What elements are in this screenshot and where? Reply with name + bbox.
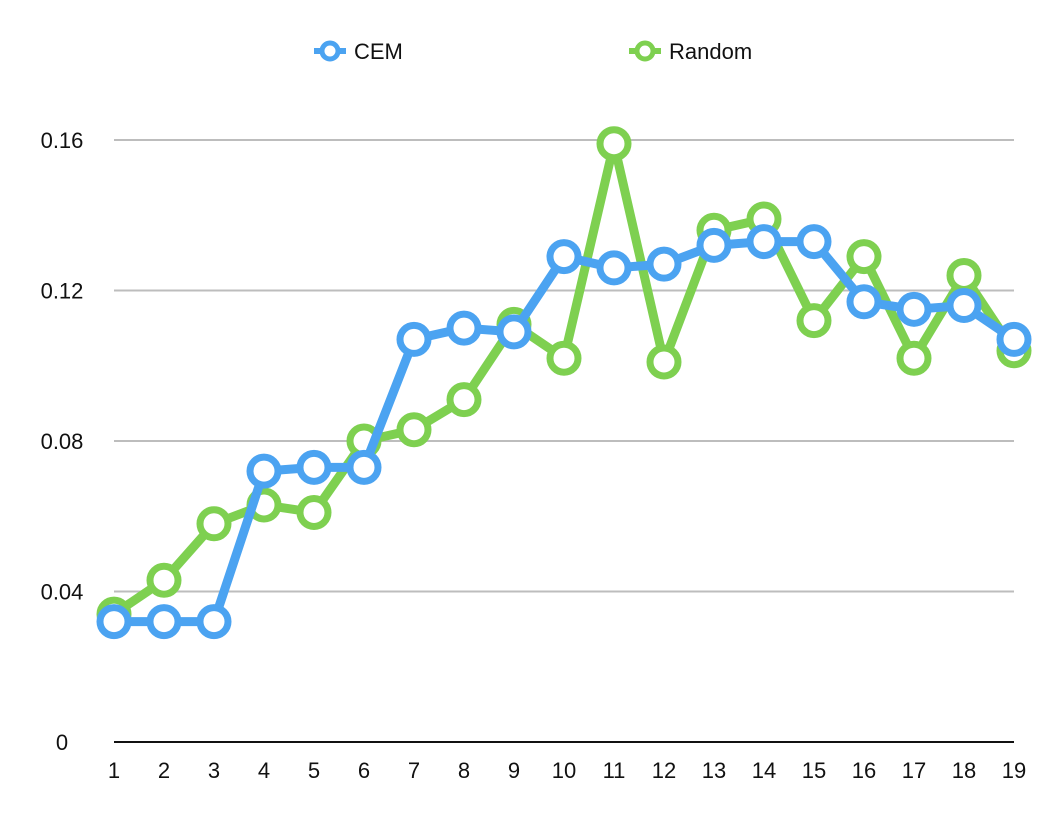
data-point — [546, 239, 582, 275]
data-point — [446, 310, 482, 346]
data-point — [396, 321, 432, 357]
data-point — [796, 224, 832, 260]
gridlines — [114, 139, 1014, 593]
data-point — [596, 126, 632, 162]
legend-item-random: Random — [629, 39, 752, 64]
legend-item-cem: CEM — [314, 39, 403, 64]
y-tick-label: 0.16 — [41, 128, 84, 153]
data-point — [346, 449, 382, 485]
x-tick-label: 16 — [852, 758, 876, 783]
x-tick-label: 12 — [652, 758, 676, 783]
y-tick-label: 0.04 — [41, 580, 84, 605]
data-point — [646, 344, 682, 380]
legend-swatch-marker — [319, 40, 341, 62]
x-tick-label: 9 — [508, 758, 520, 783]
y-tick-label: 0.12 — [41, 279, 84, 304]
x-tick-label: 11 — [603, 758, 626, 783]
x-tick-label: 5 — [308, 758, 320, 783]
x-tick-label: 1 — [108, 758, 120, 783]
data-point — [246, 453, 282, 489]
data-point — [396, 412, 432, 448]
x-tick-label: 6 — [358, 758, 370, 783]
x-tick-labels: 1 2 3 4 5 6 7 8 9 10 11 12 13 14 15 16 17 18 19 — [108, 758, 1026, 783]
data-point — [146, 604, 182, 640]
data-point — [446, 382, 482, 418]
data-point — [146, 562, 182, 598]
x-tick-label: 18 — [952, 758, 976, 783]
x-tick-label: 8 — [458, 758, 470, 783]
data-point — [296, 449, 332, 485]
legend-swatch-marker — [634, 40, 656, 62]
data-point — [846, 284, 882, 320]
data-point — [196, 604, 232, 640]
x-tick-label: 2 — [158, 758, 170, 783]
y-tick-label: 0 — [56, 730, 68, 755]
data-point — [696, 227, 732, 263]
data-point — [846, 239, 882, 275]
data-point — [596, 250, 632, 286]
data-point — [796, 303, 832, 339]
data-point — [546, 340, 582, 376]
legend-label: Random — [669, 39, 752, 64]
data-point — [96, 604, 132, 640]
legend-label: CEM — [354, 39, 403, 64]
data-point — [746, 224, 782, 260]
x-tick-label: 4 — [258, 758, 270, 783]
x-tick-label: 19 — [1002, 758, 1026, 783]
y-tick-labels: 0 0.04 0.08 0.12 0.16 — [41, 128, 84, 755]
x-tick-label: 13 — [702, 758, 726, 783]
data-point — [946, 288, 982, 324]
x-tick-label: 14 — [752, 758, 776, 783]
series-cem — [96, 224, 1032, 640]
data-point — [896, 340, 932, 376]
data-point — [996, 321, 1032, 357]
x-tick-label: 7 — [408, 758, 420, 783]
x-tick-label: 15 — [802, 758, 826, 783]
data-point — [896, 291, 932, 327]
x-tick-label: 17 — [902, 758, 926, 783]
data-point — [196, 506, 232, 542]
x-tick-label: 10 — [552, 758, 576, 783]
data-point — [496, 314, 532, 350]
series-lines — [96, 126, 1032, 640]
legend: CEM Random — [314, 39, 752, 64]
data-point — [296, 494, 332, 530]
y-tick-label: 0.08 — [41, 429, 84, 454]
data-point — [946, 257, 982, 293]
data-point — [646, 246, 682, 282]
series-line — [109, 139, 1019, 619]
x-tick-label: 3 — [208, 758, 220, 783]
